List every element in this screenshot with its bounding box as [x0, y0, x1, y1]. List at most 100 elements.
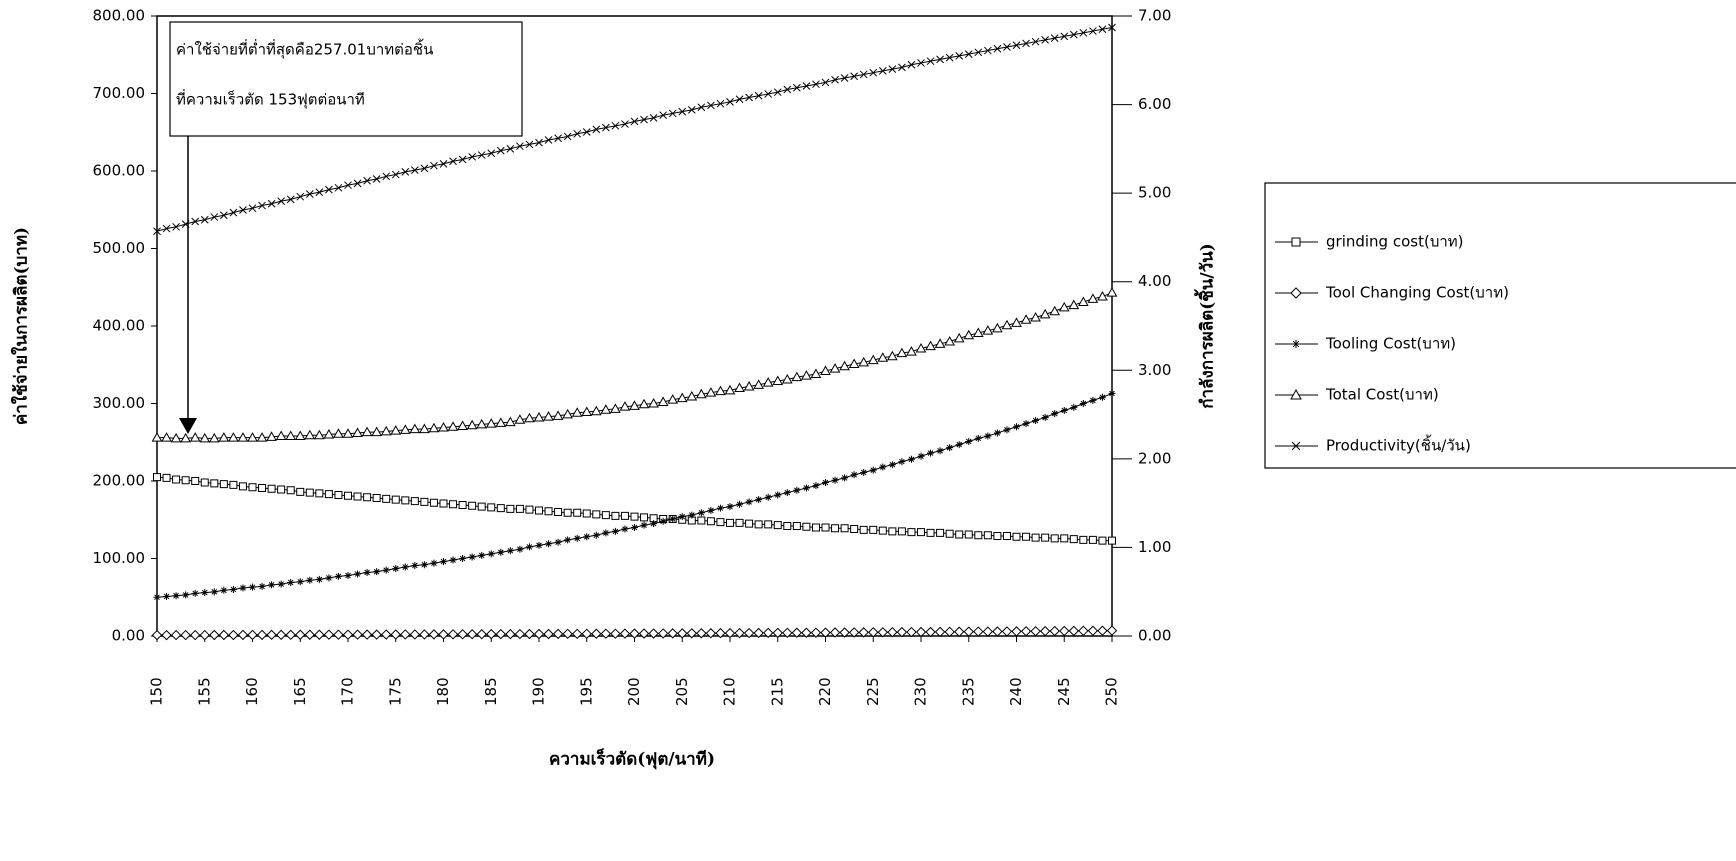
- point-marker: [353, 630, 362, 639]
- point-marker: [1002, 627, 1011, 636]
- point-marker: [182, 591, 189, 598]
- point-marker: [536, 507, 543, 514]
- legend-label: Productivity(ชิ้น/วัน): [1326, 435, 1471, 455]
- point-marker: [230, 209, 237, 216]
- point-marker: [965, 531, 972, 538]
- point-marker: [526, 506, 533, 513]
- point-marker: [1089, 536, 1096, 543]
- point-marker: [974, 627, 983, 636]
- point-marker: [373, 495, 380, 502]
- y2-tick-label: 4.00: [1138, 272, 1171, 290]
- point-marker: [975, 435, 982, 442]
- point-marker: [898, 458, 905, 465]
- point-marker: [945, 627, 954, 636]
- point-marker: [832, 525, 839, 532]
- y2-tick-label: 0.00: [1138, 627, 1171, 645]
- point-marker: [325, 574, 332, 581]
- point-marker: [1042, 414, 1049, 421]
- point-marker: [822, 524, 829, 531]
- y2-tick-label: 7.00: [1138, 7, 1171, 25]
- point-marker: [1003, 533, 1010, 540]
- point-marker: [286, 630, 295, 639]
- point-marker: [851, 471, 858, 478]
- point-marker: [507, 505, 514, 512]
- point-marker: [1041, 627, 1050, 636]
- point-marker: [192, 478, 199, 485]
- point-marker: [278, 486, 285, 493]
- point-marker: [515, 630, 524, 639]
- point-marker: [297, 193, 304, 200]
- point-marker: [249, 584, 256, 591]
- point-marker: [793, 487, 800, 494]
- point-marker: [765, 521, 772, 528]
- point-marker: [889, 528, 896, 535]
- point-marker: [181, 631, 190, 640]
- point-marker: [593, 532, 600, 539]
- point-marker: [316, 576, 323, 583]
- point-marker: [238, 630, 247, 639]
- point-marker: [746, 520, 753, 527]
- point-marker: [1088, 626, 1097, 635]
- point-marker: [851, 526, 858, 533]
- point-marker: [755, 496, 762, 503]
- point-marker: [612, 528, 619, 535]
- point-marker: [478, 552, 485, 559]
- point-marker: [545, 540, 552, 547]
- point-marker: [1042, 534, 1049, 541]
- point-marker: [268, 485, 275, 492]
- annotation-text: ค่าใช้จ่ายที่ต่ำที่สุดคือ257.01บาทต่อชิ้…: [176, 39, 433, 60]
- y2-tick-label: 2.00: [1138, 449, 1171, 467]
- x-axis-title: ความเร็วตัด(ฟุต/นาที): [549, 747, 715, 770]
- point-marker: [803, 523, 810, 530]
- x-tick-label: 195: [577, 677, 595, 706]
- point-marker: [601, 629, 610, 638]
- point-marker: [984, 433, 991, 440]
- x-tick-label: 150: [148, 677, 166, 706]
- point-marker: [536, 542, 543, 549]
- point-marker: [345, 572, 352, 579]
- point-marker: [564, 509, 571, 516]
- point-marker: [898, 528, 905, 535]
- point-marker: [574, 509, 581, 516]
- y2-tick-label: 3.00: [1138, 361, 1171, 379]
- point-marker: [526, 543, 533, 550]
- point-marker: [555, 509, 562, 516]
- point-marker: [774, 522, 781, 529]
- point-marker: [267, 630, 276, 639]
- point-marker: [364, 569, 371, 576]
- point-marker: [918, 529, 925, 536]
- point-marker: [1080, 400, 1087, 407]
- point-marker: [402, 564, 409, 571]
- point-marker: [621, 526, 628, 533]
- point-marker: [201, 589, 208, 596]
- y-tick-label: 600.00: [93, 162, 146, 180]
- legend-label: grinding cost(บาท): [1326, 233, 1464, 251]
- point-marker: [784, 489, 791, 496]
- point-marker: [535, 629, 544, 638]
- y2-tick-label: 1.00: [1138, 538, 1171, 556]
- point-marker: [812, 524, 819, 531]
- point-marker: [631, 513, 638, 520]
- y2-tick-label: 6.00: [1138, 95, 1171, 113]
- annotation-text: ที่ความเร็วตัด 153ฟุตต่อนาที: [176, 89, 365, 110]
- point-marker: [955, 627, 964, 636]
- point-marker: [516, 505, 523, 512]
- y-tick-label: 700.00: [93, 84, 146, 102]
- legend-marker: [1292, 340, 1300, 348]
- point-marker: [153, 631, 162, 640]
- x-tick-label: 155: [195, 677, 213, 706]
- point-marker: [305, 630, 314, 639]
- point-marker: [755, 521, 762, 528]
- point-marker: [956, 531, 963, 538]
- point-marker: [889, 461, 896, 468]
- point-marker: [411, 562, 418, 569]
- point-marker: [162, 631, 171, 640]
- point-marker: [727, 503, 734, 510]
- point-marker: [210, 630, 219, 639]
- point-marker: [1022, 627, 1031, 636]
- point-marker: [717, 505, 724, 512]
- point-marker: [421, 498, 428, 505]
- point-marker: [1070, 404, 1077, 411]
- point-marker: [239, 483, 246, 490]
- y2-axis-title: กำลังการผลิต(ชิ้น/วัน): [1194, 243, 1218, 409]
